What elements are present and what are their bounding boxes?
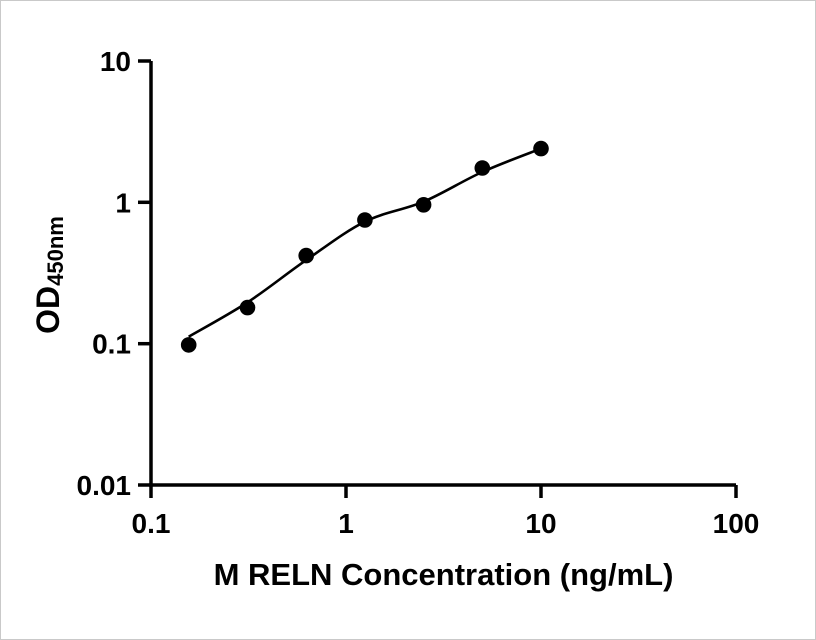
data-point (180, 337, 197, 353)
y-tick-label: 0.1 (92, 329, 131, 360)
y-axis-title-main: OD (30, 285, 66, 334)
x-tick-label: 0.1 (132, 508, 171, 539)
x-axis-title: M RELN Concentration (ng/mL) (151, 557, 736, 593)
y-tick-label: 10 (100, 46, 131, 77)
data-point (298, 247, 315, 264)
y-axis-title-sub: 450nm (43, 216, 68, 286)
data-point (533, 140, 549, 157)
data-point (357, 212, 373, 228)
data-point (474, 160, 491, 176)
x-tick-label: 100 (713, 508, 760, 539)
x-tick-label: 10 (525, 508, 556, 539)
data-point (415, 197, 432, 213)
y-tick-label: 0.01 (77, 470, 132, 501)
y-axis-title: OD450nm (26, 125, 70, 425)
x-axis-title-text: M RELN Concentration (ng/mL) (213, 557, 674, 592)
data-point (239, 299, 256, 316)
x-tick-label: 1 (338, 508, 354, 539)
y-tick-label: 1 (115, 187, 131, 218)
